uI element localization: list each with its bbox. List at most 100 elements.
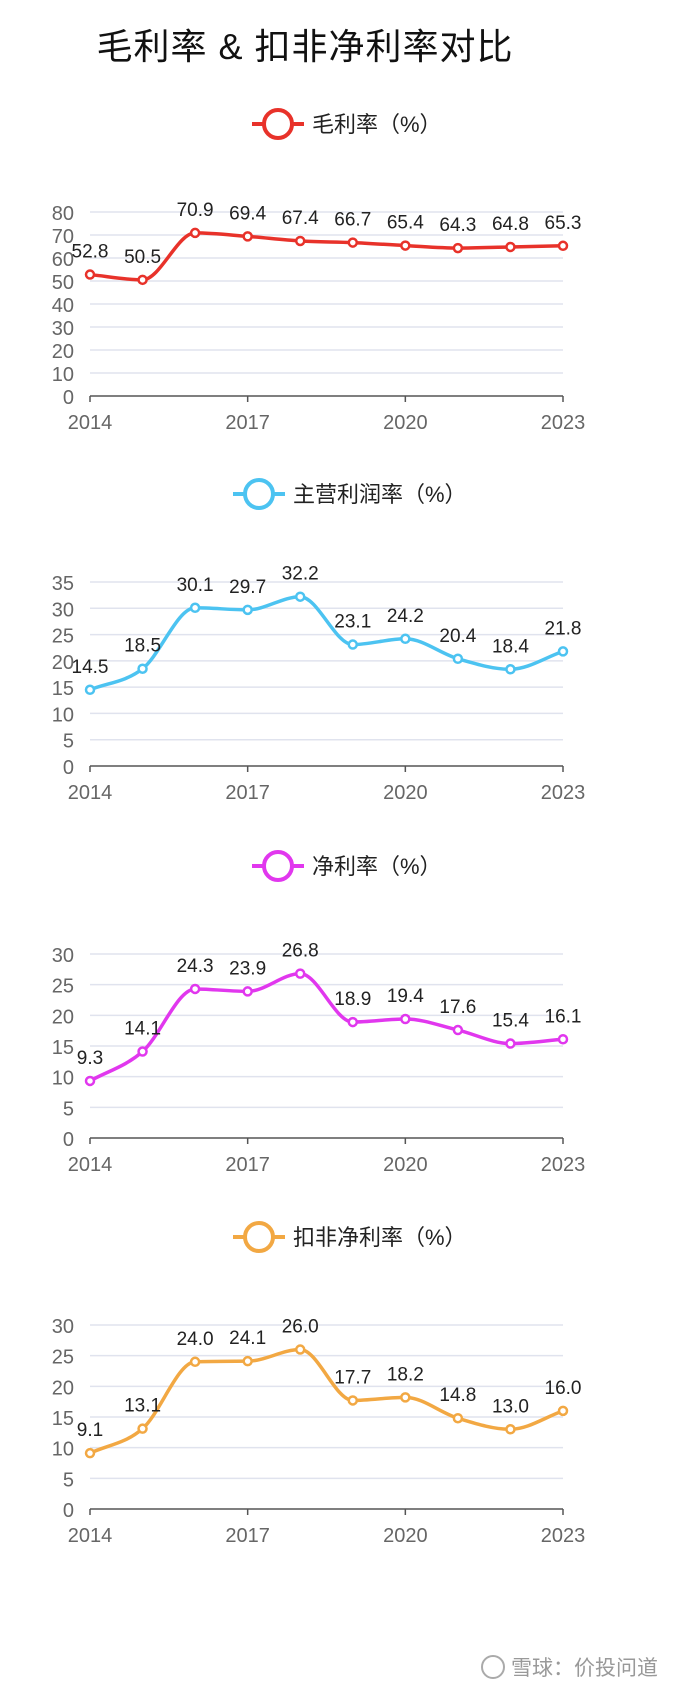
watermark: 雪球：价投问道: [481, 1652, 658, 1682]
data-point[interactable]: [400, 1392, 411, 1403]
data-label: 50.5: [124, 247, 161, 268]
data-point[interactable]: [505, 241, 516, 253]
data-point[interactable]: [400, 1013, 411, 1025]
data-label: 14.8: [439, 1385, 476, 1406]
data-label: 17.7: [334, 1367, 371, 1388]
data-point[interactable]: [137, 274, 148, 286]
data-point[interactable]: [452, 242, 464, 254]
legend[interactable]: 扣非净利率（%）: [233, 1221, 467, 1253]
x-tick-label: 2014: [68, 412, 113, 434]
y-tick-label: 30: [52, 318, 74, 340]
main-profit-margin-chart: 主营利润率（%） 0 5 10 15 20 25 30 35 2014 2017 2020 2023 14…: [52, 478, 585, 804]
data-point[interactable]: [452, 653, 464, 665]
data-point[interactable]: [189, 227, 201, 239]
y-tick-label: 0: [63, 387, 74, 409]
data-label: 16.0: [545, 1378, 582, 1399]
data-label: 65.3: [545, 213, 582, 234]
data-label: 18.5: [124, 636, 161, 657]
data-point[interactable]: [242, 1355, 253, 1367]
legend-label: 毛利率（%）: [312, 112, 442, 137]
data-point[interactable]: [505, 1424, 516, 1435]
data-point[interactable]: [505, 1038, 516, 1049]
data-point[interactable]: [294, 591, 306, 602]
data-point[interactable]: [347, 639, 359, 650]
legend-label: 净利率（%）: [312, 854, 442, 879]
x-tick-label: 2020: [383, 1525, 428, 1547]
data-label: 18.9: [334, 989, 371, 1010]
data-label: 13.1: [124, 1396, 161, 1417]
data-point[interactable]: [557, 1405, 569, 1417]
legend[interactable]: 毛利率（%）: [252, 108, 442, 140]
x-tick-label: 2020: [383, 782, 428, 804]
data-point[interactable]: [452, 1412, 464, 1424]
data-label: 19.4: [387, 986, 424, 1007]
x-tick-label: 2020: [383, 1154, 428, 1176]
y-tick-label: 60: [52, 249, 74, 271]
y-tick-label: 25: [52, 626, 74, 648]
net-margin-chart: 净利率（%） 0 5 10 15 20 25 30 2014 2017 2020 2023 9.3 14.…: [52, 850, 585, 1176]
data-point[interactable]: [242, 604, 253, 616]
data-label: 9.1: [77, 1420, 103, 1441]
x-tick-label: 2017: [225, 1525, 270, 1547]
data-point[interactable]: [84, 269, 96, 280]
data-label: 9.3: [77, 1048, 103, 1069]
y-tick-label: 15: [52, 678, 74, 700]
data-point[interactable]: [452, 1024, 464, 1036]
data-label: 24.3: [177, 956, 214, 977]
data-point[interactable]: [84, 684, 96, 696]
data-point[interactable]: [557, 240, 569, 252]
data-point[interactable]: [294, 235, 306, 247]
data-label: 18.4: [492, 636, 529, 657]
data-label: 23.9: [229, 958, 266, 979]
data-point[interactable]: [189, 983, 201, 995]
data-point[interactable]: [347, 237, 359, 248]
x-tick-label: 2014: [68, 782, 113, 804]
data-point[interactable]: [84, 1075, 96, 1087]
y-tick-label: 5: [63, 1469, 74, 1491]
y-tick-label: 30: [52, 599, 74, 621]
data-point[interactable]: [189, 1356, 201, 1368]
legend[interactable]: 主营利润率（%）: [233, 478, 467, 510]
x-tick-label: 2014: [68, 1525, 113, 1547]
data-point[interactable]: [557, 1034, 569, 1045]
data-point[interactable]: [137, 1046, 148, 1057]
data-point[interactable]: [137, 1423, 148, 1434]
data-point[interactable]: [347, 1395, 359, 1406]
y-tick-label: 15: [52, 1408, 74, 1430]
y-tick-label: 5: [63, 731, 74, 753]
data-point[interactable]: [137, 663, 148, 674]
data-point[interactable]: [400, 633, 411, 645]
data-label: 14.1: [124, 1019, 161, 1040]
x-tick-label: 2017: [225, 782, 270, 804]
y-tick-label: 50: [52, 272, 74, 294]
legend-marker-icon: [262, 108, 294, 140]
data-label: 29.7: [229, 577, 266, 598]
y-tick-label: 25: [52, 976, 74, 998]
y-tick-label: 10: [52, 364, 74, 386]
series-line: [89, 594, 564, 692]
y-tick-label: 20: [52, 341, 74, 363]
data-point[interactable]: [505, 664, 516, 675]
data-point[interactable]: [242, 986, 253, 997]
data-label: 24.1: [229, 1328, 266, 1349]
deducted-net-margin-chart: 扣非净利率（%） 0 5 10 15 20 25 30 2014 2017 2020 2023 9.1 1…: [52, 1221, 585, 1547]
y-tick-label: 20: [52, 652, 74, 674]
data-label: 23.1: [334, 612, 371, 633]
y-tick-label: 35: [52, 573, 74, 595]
data-point[interactable]: [294, 1344, 306, 1355]
legend[interactable]: 净利率（%）: [252, 850, 442, 882]
legend-marker-icon: [243, 478, 275, 510]
data-point[interactable]: [242, 231, 253, 242]
data-point[interactable]: [189, 602, 201, 614]
data-point[interactable]: [557, 646, 569, 657]
data-label: 14.5: [72, 657, 109, 678]
data-point[interactable]: [400, 240, 411, 251]
y-tick-label: 0: [63, 1129, 74, 1151]
y-tick-label: 25: [52, 1347, 74, 1369]
data-point[interactable]: [347, 1016, 359, 1028]
data-label: 21.8: [545, 618, 582, 639]
data-point[interactable]: [84, 1447, 96, 1459]
data-point[interactable]: [294, 968, 306, 979]
data-label: 65.4: [387, 213, 424, 234]
